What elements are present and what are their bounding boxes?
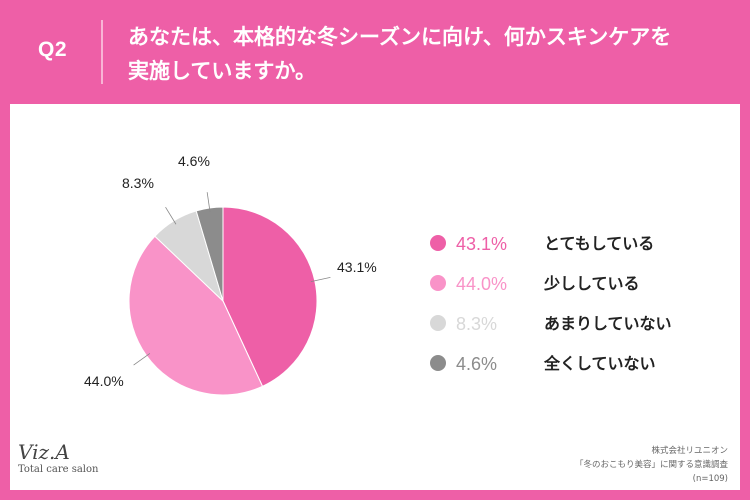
header-divider [101, 20, 103, 84]
legend-value: 8.3% [456, 314, 497, 334]
legend-value: 44.0% [456, 274, 507, 294]
legend-label: とてもしている [544, 234, 654, 253]
leader-line [206, 192, 211, 212]
question-line-1: あなたは、本格的な冬シーズンに向け、何かスキンケアを [128, 25, 672, 49]
legend-marker [430, 235, 446, 251]
legend-marker [430, 315, 446, 331]
slice-value-label: 4.6% [178, 153, 210, 169]
logo-subtext: Total care salon [18, 464, 99, 475]
leader-line [165, 207, 177, 225]
question-text: あなたは、本格的な冬シーズンに向け、何かスキンケアを 実施していますか。 [128, 20, 728, 88]
source-survey-title: 「冬のおこもり美容」に関する意識調査 [574, 460, 728, 470]
legend-label: 全くしていない [543, 354, 656, 373]
slice-value-label: 8.3% [122, 175, 154, 191]
legend-marker [430, 355, 446, 371]
slice-value-label: 44.0% [84, 373, 124, 389]
logo-text: Viz.A [18, 440, 70, 464]
source-note: 株式会社リユニオン 「冬のおこもり美容」に関する意識調査 (n=109) [575, 444, 728, 486]
source-sample-size: (n=109) [692, 474, 728, 484]
leader-line [310, 276, 331, 283]
question-header: Q2 あなたは、本格的な冬シーズンに向け、何かスキンケアを 実施していますか。 [0, 0, 750, 104]
legend-value: 43.1% [456, 234, 507, 254]
legend-marker [430, 275, 446, 291]
slice-value-label: 43.1% [337, 259, 377, 275]
question-number: Q2 [38, 38, 68, 61]
leader-line [133, 353, 151, 366]
legend-label: 少ししている [543, 274, 640, 293]
source-company: 株式会社リユニオン [651, 446, 728, 456]
legend-value: 4.6% [456, 354, 497, 374]
question-line-2: 実施していますか。 [128, 59, 316, 83]
legend-label: あまりしていない [544, 314, 672, 333]
